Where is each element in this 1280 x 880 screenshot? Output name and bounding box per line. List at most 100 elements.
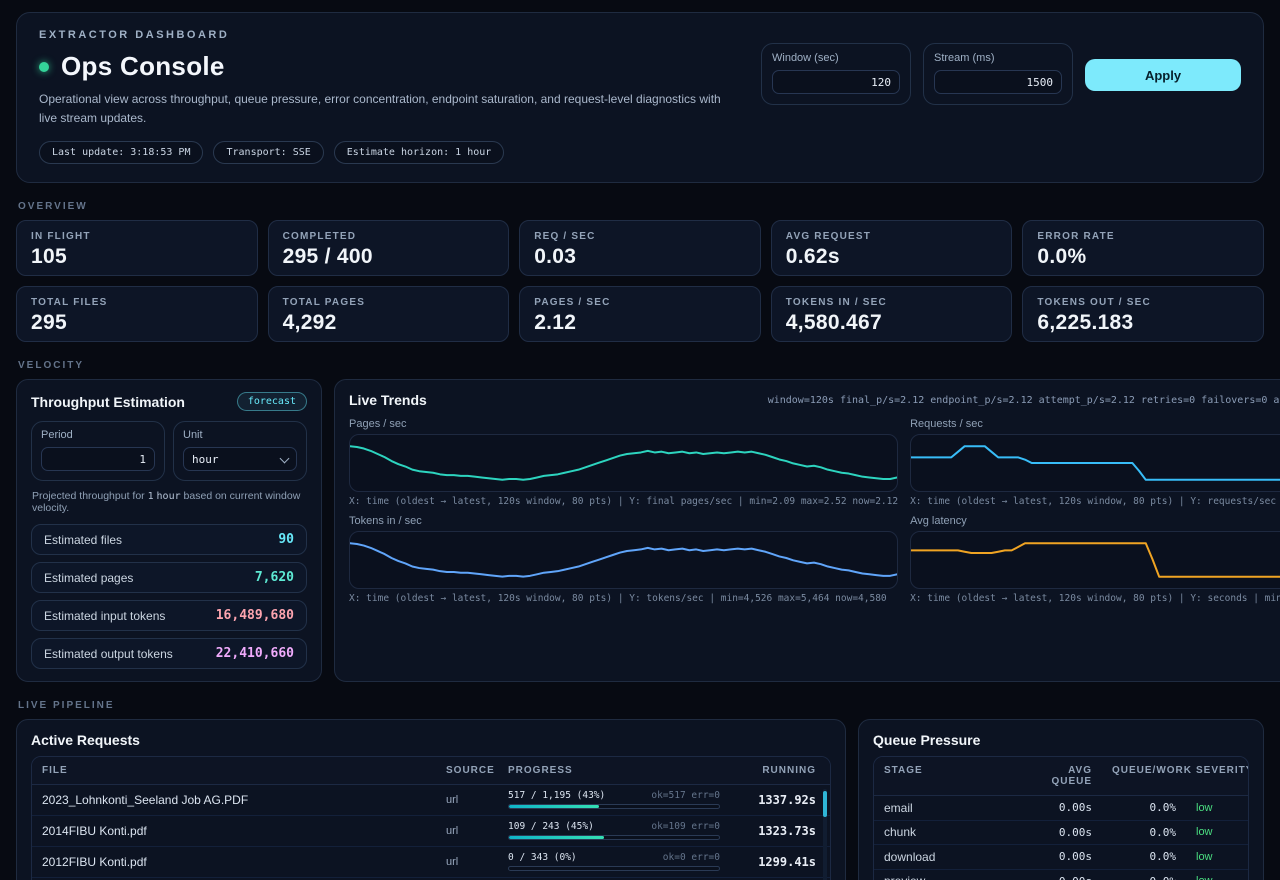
scrollbar-thumb[interactable] bbox=[823, 791, 827, 818]
stat-label: AVG REQUEST bbox=[785, 231, 872, 243]
window-field-label: Window (sec) bbox=[772, 52, 839, 64]
source-value: url bbox=[446, 825, 459, 838]
col-progress: PROGRESS bbox=[508, 765, 573, 777]
pipeline-right-column: Queue Pressure STAGE AVG QUEUE QUEUE/WOR… bbox=[858, 719, 1264, 880]
progress-bar-fill bbox=[509, 804, 600, 808]
estimation-row: Estimated output tokens 22,410,660 bbox=[31, 638, 307, 670]
avg-queue-value: 0.00s bbox=[1014, 875, 1102, 880]
estimation-row-value: 16,489,680 bbox=[215, 608, 294, 624]
header-badges: Last update: 3:18:53 PM Transport: SSE E… bbox=[39, 141, 739, 165]
stage-name: email bbox=[884, 800, 913, 815]
estimation-row-label: Estimated output tokens bbox=[44, 646, 173, 661]
trend-label: Avg latency bbox=[910, 515, 967, 528]
queue-work-value: 0.0% bbox=[1149, 850, 1177, 864]
col-stage: STAGE bbox=[884, 765, 923, 777]
last-update-badge: Last update: 3:18:53 PM bbox=[39, 141, 204, 165]
unit-select[interactable]: hour bbox=[183, 447, 297, 472]
running-value: 1299.41s bbox=[758, 855, 816, 870]
estimation-row-value: 7,620 bbox=[254, 570, 294, 586]
table-row[interactable]: email 0.00s 0.0% low bbox=[874, 796, 1248, 821]
trend-caption: X: time (oldest → latest, 120s window, 8… bbox=[349, 593, 887, 605]
vertical-scrollbar[interactable] bbox=[823, 789, 827, 880]
header-left: EXTRACTOR DASHBOARD Ops Console Operatio… bbox=[39, 29, 739, 165]
page-title: Ops Console bbox=[61, 51, 225, 81]
ok-err-text: ok=517 err=0 bbox=[651, 789, 720, 801]
live-trends-panel: Live Trends window=120s final_p/s=2.12 e… bbox=[334, 379, 1280, 683]
trend-label: Pages / sec bbox=[349, 418, 407, 431]
trend-label: Tokens in / sec bbox=[349, 515, 422, 528]
estimation-row-label: Estimated input tokens bbox=[44, 608, 166, 623]
trends-stats: window=120s final_p/s=2.12 endpoint_p/s=… bbox=[767, 394, 1280, 406]
forecast-badge: forecast bbox=[236, 392, 307, 412]
trend-chart bbox=[910, 531, 1280, 590]
active-requests-rows: 2023_Lohnkonti_Seeland Job AG.PDF url 51… bbox=[32, 785, 830, 880]
trend-grid: Pages / sec X: time (oldest → latest, 12… bbox=[349, 418, 1280, 604]
header-controls: Window (sec) Stream (ms) Apply bbox=[761, 29, 1241, 164]
overview-section-label: OVERVIEW bbox=[18, 201, 88, 213]
col-queue-work: QUEUE/WORK bbox=[1112, 765, 1192, 777]
throughput-estimation-panel: Throughput Estimation forecast Period Un… bbox=[16, 379, 322, 683]
stream-field-box: Stream (ms) bbox=[923, 43, 1073, 105]
severity-badge: low bbox=[1186, 875, 1248, 880]
stat-label: REQ / SEC bbox=[534, 231, 596, 243]
trend-caption: X: time (oldest → latest, 120s window, 8… bbox=[910, 496, 1280, 508]
table-row[interactable]: 2023_Lohnkonti_Seeland Job AG.PDF url 51… bbox=[32, 785, 830, 817]
stage-name: download bbox=[884, 849, 936, 864]
queue-work-value: 0.0% bbox=[1149, 825, 1177, 839]
avg-queue-value: 0.00s bbox=[1058, 850, 1092, 864]
estimation-row: Estimated pages 7,620 bbox=[31, 562, 307, 594]
trend-cell: Requests / sec X: time (oldest → latest,… bbox=[910, 418, 1280, 507]
col-avg-queue: AVG QUEUE bbox=[1051, 765, 1092, 788]
progress-bar bbox=[508, 803, 720, 809]
velocity-section-label: VELOCITY bbox=[18, 360, 85, 372]
trend-cell: Pages / sec X: time (oldest → latest, 12… bbox=[349, 418, 899, 508]
unit-field-label: Unit bbox=[183, 429, 203, 442]
period-field-label: Period bbox=[41, 429, 73, 442]
estimation-row-value: 22,410,660 bbox=[215, 646, 294, 662]
trend-caption: X: time (oldest → latest, 120s window, 8… bbox=[349, 496, 899, 508]
ok-err-text: ok=0 err=0 bbox=[662, 851, 720, 863]
queue-pressure-panel: Queue Pressure STAGE AVG QUEUE QUEUE/WOR… bbox=[858, 719, 1264, 880]
window-field-box: Window (sec) bbox=[761, 43, 911, 105]
stream-input[interactable] bbox=[934, 70, 1062, 94]
running-value: 1337.92s bbox=[758, 793, 816, 808]
table-row[interactable]: download 0.00s 0.0% low bbox=[874, 845, 1248, 870]
table-row[interactable]: 2014FIBU Konti.pdf url 109 / 243 (45%) o… bbox=[32, 816, 830, 848]
period-input[interactable] bbox=[41, 447, 155, 472]
window-input[interactable] bbox=[772, 70, 900, 94]
source-value: url bbox=[446, 794, 459, 807]
file-name: 2012FIBU Konti.pdf bbox=[42, 855, 147, 870]
table-row[interactable]: chunk 0.00s 0.0% low bbox=[874, 821, 1248, 846]
progress-cell: 517 / 1,195 (43%) ok=517 err=0 bbox=[498, 788, 730, 813]
stat-label: TOKENS IN / SEC bbox=[785, 297, 887, 309]
estimation-row: Estimated files 90 bbox=[31, 524, 307, 556]
col-running: RUNNING bbox=[762, 765, 816, 777]
ok-err-text: ok=109 err=0 bbox=[651, 820, 720, 832]
stat-label: TOTAL PAGES bbox=[282, 297, 366, 309]
progress-bar-fill bbox=[509, 835, 604, 839]
trend-cell: Tokens in / sec X: time (oldest → latest… bbox=[349, 515, 899, 605]
progress-bar bbox=[508, 865, 720, 871]
queue-work-value: 0.0% bbox=[1149, 801, 1177, 815]
progress-bar bbox=[508, 834, 720, 840]
estimation-note: Projected throughput for 1 hour based on… bbox=[32, 490, 301, 515]
apply-button[interactable]: Apply bbox=[1085, 59, 1241, 91]
stat-value: 295 bbox=[31, 311, 67, 335]
stat-card: TOTAL FILES 295 bbox=[16, 286, 258, 343]
queue-work-value: 0.0% bbox=[1102, 875, 1186, 880]
stat-value: 0.03 bbox=[534, 245, 577, 269]
stat-value: 0.0% bbox=[1037, 245, 1087, 269]
pipeline-section-label: LIVE PIPELINE bbox=[18, 700, 115, 712]
avg-queue-value: 0.00s bbox=[1058, 801, 1092, 815]
table-row[interactable]: 2012FIBU Konti.pdf url 0 / 343 (0%) ok=0… bbox=[32, 847, 830, 879]
severity-badge: low bbox=[1196, 801, 1213, 814]
trend-cell: Avg latency X: time (oldest → latest, 12… bbox=[910, 515, 1280, 604]
estimate-horizon-badge: Estimate horizon: 1 hour bbox=[333, 141, 505, 165]
table-row[interactable]: preview 0.00s 0.0% low bbox=[874, 870, 1248, 880]
stat-card: REQ / SEC 0.03 bbox=[519, 220, 761, 277]
stat-label: TOKENS OUT / SEC bbox=[1037, 297, 1151, 309]
trend-chart bbox=[910, 434, 1280, 493]
stat-card: TOKENS IN / SEC 4,580.467 bbox=[770, 286, 1013, 343]
stat-value: 295 / 400 bbox=[282, 245, 373, 269]
estimation-rows: Estimated files 90 Estimated pages 7,620… bbox=[31, 524, 307, 670]
